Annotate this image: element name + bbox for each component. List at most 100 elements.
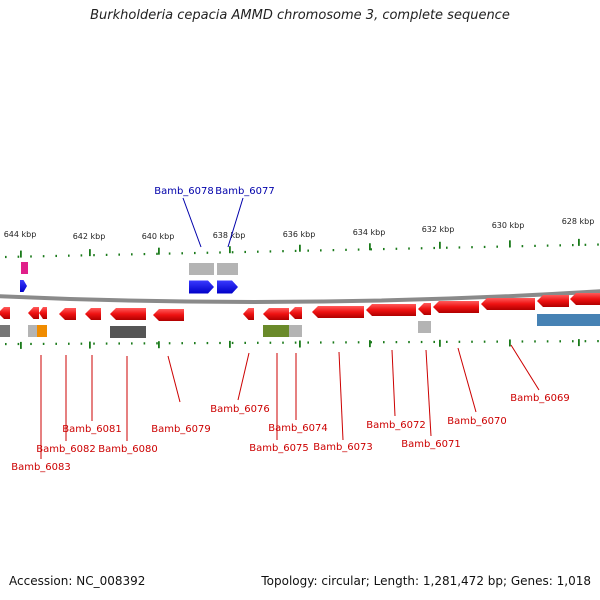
feature-dark-bar[interactable] [110,326,146,338]
gene-label-bottom[interactable]: Bamb_6079 [151,424,211,435]
feature-orange-bar[interactable] [37,325,47,337]
tick-minor-top [244,250,246,254]
tick-minor-top [521,245,524,248]
tick-major-bottom [369,340,371,348]
gene-arrow-reverse[interactable] [537,295,569,307]
tick-minor-bottom [282,341,284,344]
tick-minor-top [433,246,435,250]
gene-label-top[interactable]: Bamb_6078 [154,186,214,197]
gene-arrow-reverse[interactable] [0,307,10,319]
gene-label-bottom[interactable]: Bamb_6073 [313,442,373,453]
kbp-tick-label: 640 kbp [142,232,175,241]
gene-arrow-reverse[interactable] [59,308,76,320]
tick-minor-bottom [483,340,486,343]
tick-minor-top [383,247,385,251]
topology-summary: Topology: circular; Length: 1,281,472 bp… [261,574,591,588]
tick-minor-bottom [370,341,372,344]
leader-line-top [227,197,244,248]
gene-label-bottom[interactable]: Bamb_6081 [62,424,122,435]
feature-pseudo-6078[interactable] [189,263,214,275]
tick-minor-top [320,249,322,252]
gene-arrow-reverse[interactable] [570,293,600,305]
tick-minor-top [559,244,561,247]
gene-arrow-reverse[interactable] [366,304,416,316]
tick-major-bottom [158,341,160,349]
feature-pseudo-bar[interactable] [418,321,431,333]
kbp-tick-label: 642 kbp [73,232,106,241]
feature-olive-bar[interactable] [263,325,289,337]
label-leaders [40,197,540,459]
gene-arrow-reverse[interactable] [418,303,431,315]
feature-steel-bar[interactable] [537,314,600,326]
tick-minor-top [345,248,347,251]
gene-arrow-reverse[interactable] [312,306,364,318]
gene-arrow-reverse[interactable] [243,308,254,320]
tick-minor-bottom [30,342,32,346]
gene-label-bottom[interactable]: Bamb_6070 [447,416,507,427]
gene-arrow-reverse[interactable] [289,307,302,319]
feature-pseudo-bar[interactable] [289,325,302,337]
leader-line-bottom [457,347,477,413]
gene-arrow-reverse[interactable] [110,308,146,320]
gene-arrow-reverse[interactable] [28,307,39,319]
tick-minor-bottom [395,341,398,344]
tick-minor-bottom [471,340,473,343]
tick-minor-top [395,247,398,250]
kbp-tick-label: 628 kbp [562,217,595,226]
gene-label-bottom[interactable]: Bamb_6071 [401,439,461,450]
tick-major-top [229,246,231,254]
tick-minor-bottom [572,340,574,343]
gene-label-bottom[interactable]: Bamb_6075 [249,443,309,454]
tick-minor-top [332,249,335,252]
feature-misc-magenta[interactable] [21,262,28,274]
tick-major-bottom [578,339,580,347]
tick-major-bottom [439,339,441,347]
gene-label-bottom[interactable]: Bamb_6072 [366,420,426,431]
gene-arrow-reverse[interactable] [481,298,535,310]
gene-label-top[interactable]: Bamb_6077 [215,186,275,197]
gene-label-bottom[interactable]: Bamb_6083 [11,462,71,473]
gene-arrow-6078[interactable] [189,280,214,294]
gene-arrow-6077[interactable] [217,280,238,294]
tick-minor-top [42,255,45,258]
gene-arrow-reverse[interactable] [39,307,47,319]
gene-arrow-reverse[interactable] [433,301,479,313]
leader-line-top [182,197,202,248]
feature-pseudo-bar[interactable] [28,325,37,337]
gene-label-bottom[interactable]: Bamb_6080 [98,444,158,455]
gene-labels: Bamb_6078 Bamb_6077Bamb_6083Bamb_6082Bamb… [11,186,570,473]
tick-minor-top [68,254,70,257]
tick-major-bottom [20,341,22,349]
tick-minor-bottom [534,340,536,343]
gene-arrow-reverse[interactable] [263,308,289,320]
tick-minor-top [17,255,20,258]
tick-minor-top [156,252,158,255]
feature-pseudo-6077[interactable] [217,263,238,275]
tick-minor-bottom [269,341,272,344]
gene-label-bottom[interactable]: Bamb_6074 [268,423,328,434]
tick-minor-bottom [244,341,246,344]
tick-minor-top [597,243,599,246]
tick-major-top [509,240,511,248]
tick-minor-bottom [559,340,561,343]
gene-arrow-reverse[interactable] [85,308,101,320]
tick-minor-top [534,244,536,247]
tick-minor-bottom [521,340,524,343]
gene-arrow-forward[interactable] [20,280,27,292]
tick-minor-bottom [408,340,410,344]
tick-minor-top [30,255,32,258]
tick-major-top [158,247,160,255]
gene-label-bottom[interactable]: Bamb_6082 [36,444,96,455]
gene-arrow-reverse[interactable] [153,309,184,321]
tick-minor-top [458,246,461,249]
tick-minor-top [55,254,57,258]
tick-minor-top [408,247,410,250]
tick-major-bottom [89,341,91,349]
tick-minor-bottom [332,341,335,344]
ticks-bottom [5,339,599,349]
tick-minor-bottom [446,340,448,343]
feature-dark-bar[interactable] [0,325,10,337]
gene-label-bottom[interactable]: Bamb_6076 [210,404,270,415]
gene-label-bottom[interactable]: Bamb_6069 [510,393,570,404]
